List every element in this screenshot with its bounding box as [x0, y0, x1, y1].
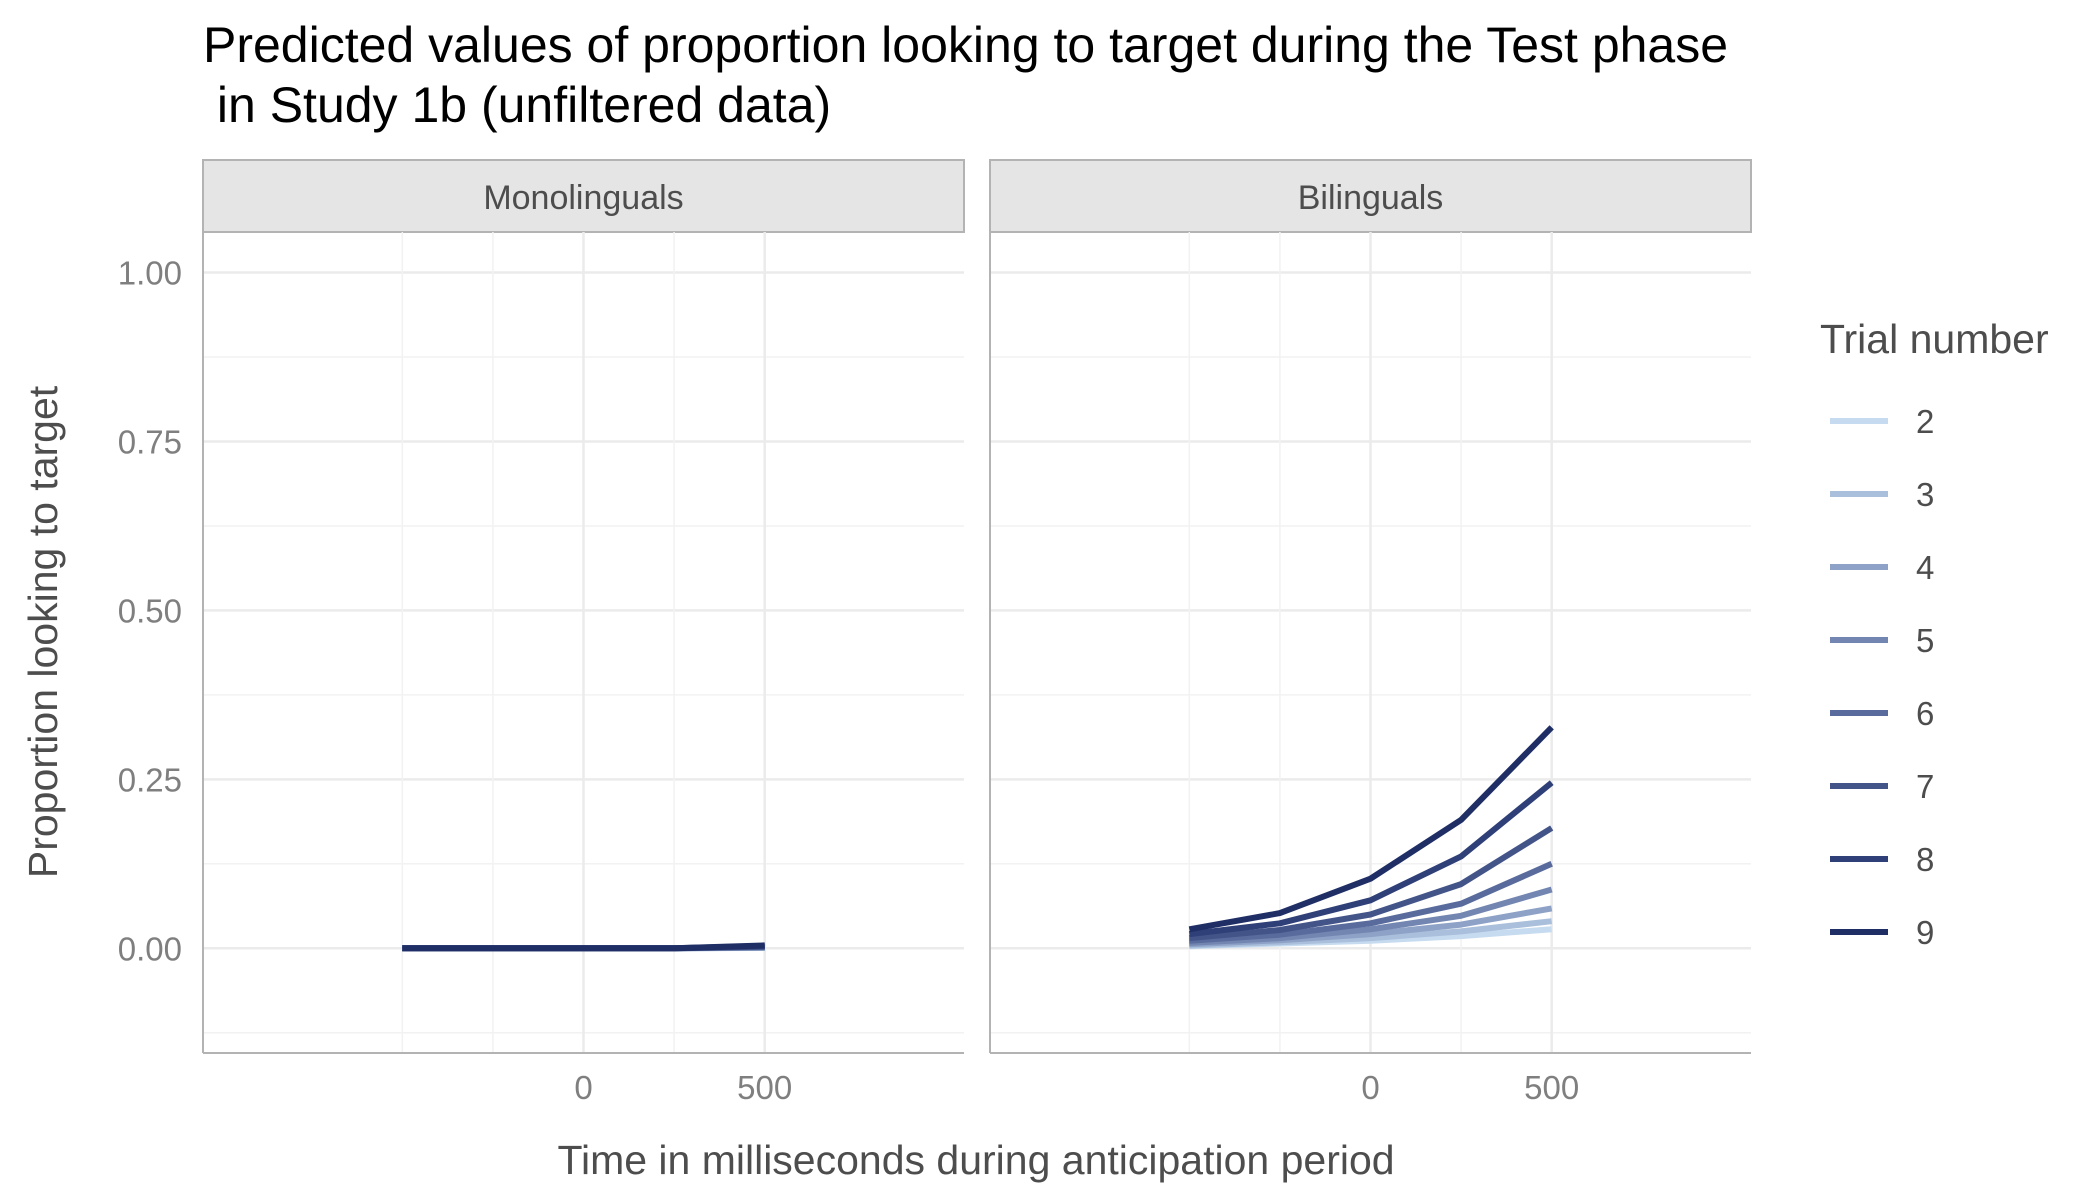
x-axis: 0 500 0 500	[574, 1069, 1579, 1106]
x-tick-label: 0	[574, 1069, 592, 1106]
facet-strip-label: Monolinguals	[483, 179, 683, 217]
series-line-trial-9	[1188, 725, 1554, 933]
series-line-trial-7	[1189, 825, 1554, 942]
y-tick-label: 1.00	[118, 255, 182, 292]
legend-item-trial-6: 6	[1830, 695, 1934, 732]
series-line-trial-6	[1189, 861, 1553, 944]
legend-label: 8	[1916, 841, 1934, 878]
facet-strip	[989, 159, 1752, 233]
legend-label: 6	[1916, 695, 1934, 732]
facet-panel-monolinguals: Monolinguals	[202, 159, 965, 1054]
legend-item-trial-4: 4	[1830, 549, 1934, 586]
legend-title: Trial number	[1820, 316, 2049, 362]
chart-title-line-1: Predicted values of proportion looking t…	[203, 17, 1728, 73]
y-axis-title: Proportion looking to target	[20, 385, 66, 878]
x-axis-title: Time in milliseconds during anticipation…	[557, 1137, 1394, 1183]
x-tick-label: 500	[737, 1069, 792, 1106]
legend-label: 7	[1916, 768, 1934, 805]
legend-item-trial-7: 7	[1830, 768, 1934, 805]
legend-item-trial-8: 8	[1830, 841, 1934, 878]
y-tick-label: 0.75	[118, 423, 182, 460]
legend-item-trial-3: 3	[1830, 476, 1934, 513]
legend-label: 3	[1916, 476, 1934, 513]
legend-item-trial-5: 5	[1830, 622, 1934, 659]
series-line-trial-9	[402, 942, 765, 952]
legend-item-trial-9: 9	[1830, 914, 1934, 951]
series-line-trial-8	[1188, 780, 1554, 938]
legend-label: 9	[1916, 914, 1934, 951]
x-tick-label: 500	[1524, 1069, 1579, 1106]
y-axis: 0.00 0.25 0.50 0.75 1.00	[118, 255, 182, 968]
legend: Trial number 2 3 4 5 6 7 8 9	[1820, 316, 2049, 951]
facet-strip	[202, 159, 965, 233]
y-tick-label: 0.00	[118, 930, 182, 967]
x-tick-label: 0	[1361, 1069, 1379, 1106]
facet-panels: Monolinguals Bilinguals	[202, 159, 1752, 1054]
facet-panel-bilinguals: Bilinguals	[989, 159, 1752, 1054]
y-tick-label: 0.50	[118, 592, 182, 629]
facet-strip-label: Bilinguals	[1298, 179, 1444, 217]
chart-title-line-2: in Study 1b (unfiltered data)	[203, 77, 831, 133]
y-tick-label: 0.25	[118, 761, 182, 798]
legend-label: 4	[1916, 549, 1934, 586]
legend-item-trial-2: 2	[1830, 403, 1934, 440]
legend-label: 5	[1916, 622, 1934, 659]
legend-label: 2	[1916, 403, 1934, 440]
